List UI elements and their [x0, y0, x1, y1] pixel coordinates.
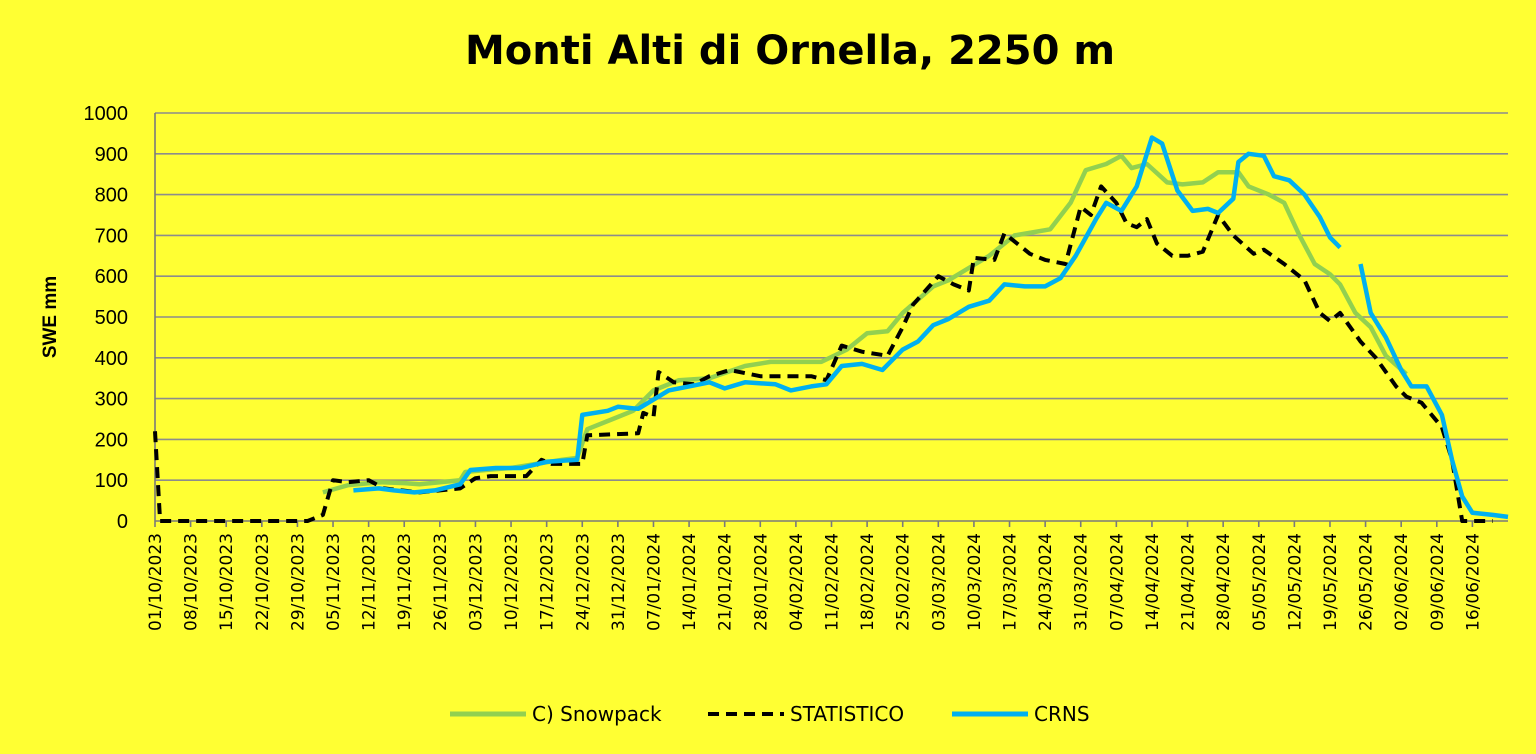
- x-tick-label: 12/05/2024: [1285, 533, 1305, 631]
- x-tick-label: 12/11/2023: [360, 533, 380, 631]
- y-axis-ticks: 0 100 200 300 400 500 600 700 800 900 1000: [84, 103, 129, 533]
- x-tick-label: 10/03/2024: [965, 533, 985, 631]
- y-tick-label: 0: [117, 511, 128, 533]
- series-lines: [153, 135, 1509, 523]
- x-tick-label: 29/10/2023: [288, 533, 308, 631]
- x-tick-label: 22/10/2023: [253, 533, 273, 631]
- y-tick-label: 100: [95, 470, 128, 492]
- x-tick-label: 24/03/2024: [1036, 533, 1056, 631]
- x-tick-label: 05/05/2024: [1250, 533, 1270, 631]
- legend: C) Snowpack STATISTICO CRNS: [450, 702, 1090, 726]
- x-tick-label: 03/12/2023: [466, 533, 486, 631]
- x-tick-label: 17/12/2023: [538, 533, 558, 631]
- x-tick-label: 21/01/2024: [716, 533, 736, 631]
- x-tick-label: 09/06/2024: [1428, 533, 1448, 631]
- x-tick-label: 14/01/2024: [680, 533, 700, 631]
- x-tick-label: 04/02/2024: [787, 533, 807, 631]
- x-tick-label: 31/03/2024: [1072, 533, 1092, 631]
- y-tick-label: 900: [95, 144, 128, 166]
- x-tick-label: 07/01/2024: [644, 533, 664, 631]
- x-tick-label: 25/02/2024: [894, 533, 914, 631]
- x-tick-label: 14/04/2024: [1143, 533, 1163, 631]
- x-tick-label: 16/06/2024: [1463, 533, 1483, 631]
- x-tick-label: 07/04/2024: [1107, 533, 1127, 631]
- legend-label: C) Snowpack: [532, 702, 662, 726]
- chart-title: Monti Alti di Ornella, 2250 m: [465, 28, 1115, 74]
- y-tick-label: 600: [95, 266, 128, 288]
- y-tick-label: 800: [95, 185, 128, 207]
- x-tick-label: 18/02/2024: [858, 533, 878, 631]
- x-tick-label: 19/05/2024: [1321, 533, 1341, 631]
- series-line-crns: [1358, 263, 1509, 520]
- x-tick-label: 28/01/2024: [751, 533, 771, 631]
- x-tick-label: 02/06/2024: [1392, 533, 1412, 631]
- x-tick-label: 28/04/2024: [1214, 533, 1234, 631]
- legend-label: CRNS: [1034, 702, 1090, 726]
- x-tick-label: 03/03/2024: [929, 533, 949, 631]
- x-tick-label: 19/11/2023: [395, 533, 415, 631]
- x-tick-label: 11/02/2024: [823, 533, 843, 631]
- y-tick-label: 700: [95, 225, 128, 247]
- x-tick-label: 01/10/2023: [146, 533, 166, 631]
- series-line-crns: [353, 135, 1342, 495]
- y-tick-label: 400: [95, 348, 128, 370]
- x-tick-label: 15/10/2023: [217, 533, 237, 631]
- x-tick-label: 24/12/2023: [573, 533, 593, 631]
- x-tick-label: 10/12/2023: [502, 533, 522, 631]
- series-line-c-snowpack: [322, 153, 1408, 495]
- x-tick-label: 08/10/2023: [182, 533, 202, 631]
- y-tick-label: 200: [95, 429, 128, 451]
- gridlines: [154, 112, 1508, 522]
- y-tick-label: 500: [95, 307, 128, 329]
- x-tick-label: 21/04/2024: [1179, 533, 1199, 631]
- legend-label: STATISTICO: [790, 702, 904, 726]
- x-tick-label: 26/11/2023: [431, 533, 451, 631]
- x-tick-label: 05/11/2023: [324, 533, 344, 631]
- series-line-statistico: [153, 184, 1493, 523]
- x-tick-label: 17/03/2024: [1001, 533, 1021, 631]
- y-tick-label: 300: [95, 389, 128, 411]
- x-axis-ticks: 01/10/2023 08/10/2023 15/10/2023 22/10/2023…: [146, 521, 1483, 631]
- y-axis-label: SWE mm: [40, 276, 61, 358]
- x-tick-label: 26/05/2024: [1357, 533, 1377, 631]
- y-tick-label: 1000: [84, 103, 129, 125]
- x-tick-label: 31/12/2023: [609, 533, 629, 631]
